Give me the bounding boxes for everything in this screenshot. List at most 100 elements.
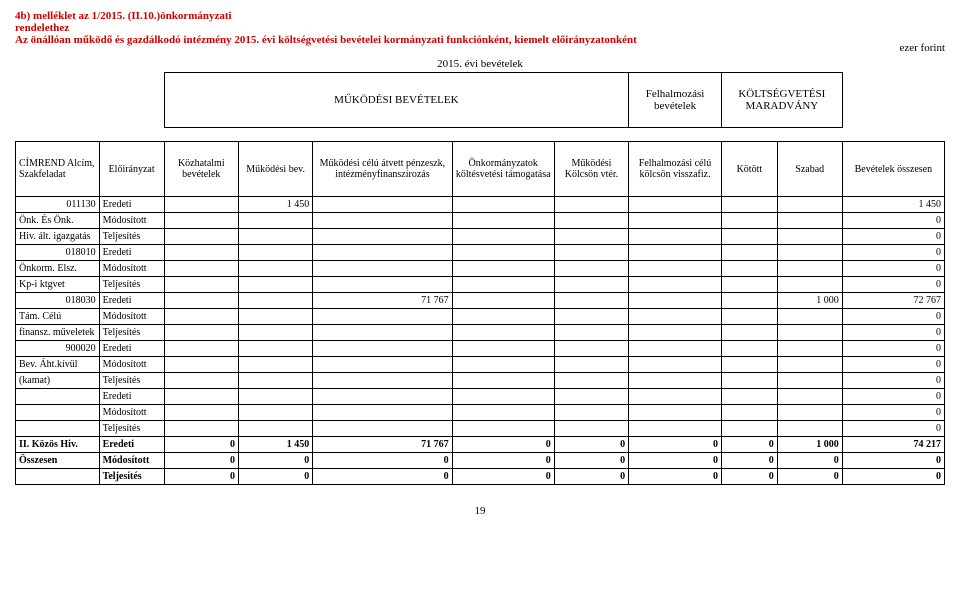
spacer	[842, 73, 944, 128]
cell	[554, 373, 628, 389]
summary-eloir: Eredeti	[99, 437, 164, 453]
row-eloir: Teljesítés	[99, 229, 164, 245]
row-label: Önk. És Önk.	[16, 213, 100, 229]
row-label	[16, 405, 100, 421]
cell	[777, 405, 842, 421]
cell: 0	[164, 469, 238, 485]
row-eloir: Eredeti	[99, 389, 164, 405]
row-label	[16, 421, 100, 437]
cell	[313, 245, 452, 261]
cell	[452, 213, 554, 229]
summary-row: II. Közös Hiv.Eredeti01 45071 76700001 0…	[16, 437, 945, 453]
row-label: (kamat)	[16, 373, 100, 389]
cell	[721, 277, 777, 293]
cell: 1 000	[777, 437, 842, 453]
table-header-row: CÍMREND Alcím, Szakfeladat Előirányzat K…	[16, 142, 945, 197]
cell	[629, 197, 722, 213]
cell: 0	[629, 469, 722, 485]
row-eloir: Teljesítés	[99, 277, 164, 293]
cell: 1 000	[777, 293, 842, 309]
summary-eloir: Módosított	[99, 453, 164, 469]
year-title: 2015. évi bevételek	[15, 58, 945, 70]
cell	[721, 341, 777, 357]
cell: 0	[629, 437, 722, 453]
cell	[554, 277, 628, 293]
cell	[452, 245, 554, 261]
cell	[238, 229, 312, 245]
table-row: Eredeti 0	[16, 389, 945, 405]
cell: 0	[842, 357, 944, 373]
cell	[721, 357, 777, 373]
cell	[721, 245, 777, 261]
cell: 1 450	[238, 197, 312, 213]
cell	[629, 261, 722, 277]
row-label: Önkorm. Elsz.	[16, 261, 100, 277]
cell: 74 217	[842, 437, 944, 453]
cell	[629, 373, 722, 389]
cell	[554, 325, 628, 341]
cell	[554, 229, 628, 245]
table-row: 018010Eredeti0	[16, 245, 945, 261]
cell	[164, 421, 238, 437]
cell	[721, 213, 777, 229]
summary-label: II. Közös Hiv.	[16, 437, 100, 453]
row-eloir: Eredeti	[99, 245, 164, 261]
cell	[164, 357, 238, 373]
col-h-1: Előirányzat	[99, 142, 164, 197]
cell: 0	[842, 245, 944, 261]
col-h-10: Bevételek összesen	[842, 142, 944, 197]
cell	[629, 405, 722, 421]
cell	[554, 293, 628, 309]
cell	[629, 293, 722, 309]
cell	[554, 421, 628, 437]
row-eloir: Eredeti	[99, 293, 164, 309]
cell	[777, 389, 842, 405]
cell	[313, 373, 452, 389]
spacer	[16, 73, 165, 128]
cell	[777, 213, 842, 229]
cell	[721, 405, 777, 421]
cell: 0	[452, 437, 554, 453]
cell	[164, 341, 238, 357]
cell	[313, 197, 452, 213]
cell	[777, 421, 842, 437]
cell	[721, 421, 777, 437]
cell	[721, 373, 777, 389]
cell	[313, 405, 452, 421]
row-label: Kp-i ktgvet	[16, 277, 100, 293]
summary-row: Teljesítés000000000	[16, 469, 945, 485]
cell	[554, 261, 628, 277]
cell	[554, 389, 628, 405]
cell	[313, 357, 452, 373]
cell	[238, 213, 312, 229]
col-h-2: Közhatalmi bevételek	[164, 142, 238, 197]
cell: 0	[721, 469, 777, 485]
cell	[629, 341, 722, 357]
cell: 0	[721, 437, 777, 453]
cell: 0	[313, 469, 452, 485]
cell: 0	[842, 261, 944, 277]
cell	[313, 421, 452, 437]
cell	[238, 357, 312, 373]
cell	[238, 277, 312, 293]
summary-row: ÖsszesenMódosított000000000	[16, 453, 945, 469]
cell: 0	[777, 469, 842, 485]
cell	[238, 309, 312, 325]
cell: 0	[842, 421, 944, 437]
cell: 0	[842, 213, 944, 229]
cell	[313, 277, 452, 293]
cell: 71 767	[313, 437, 452, 453]
cell	[777, 341, 842, 357]
cell	[238, 245, 312, 261]
cell: 0	[842, 389, 944, 405]
cell	[554, 213, 628, 229]
cell	[452, 229, 554, 245]
row-eloir: Módosított	[99, 357, 164, 373]
cell: 0	[554, 437, 628, 453]
cell	[554, 245, 628, 261]
cell	[164, 309, 238, 325]
cell	[777, 277, 842, 293]
cell: 0	[842, 341, 944, 357]
header-line-2: rendelethez	[15, 22, 945, 34]
col-h-9: Szabad	[777, 142, 842, 197]
